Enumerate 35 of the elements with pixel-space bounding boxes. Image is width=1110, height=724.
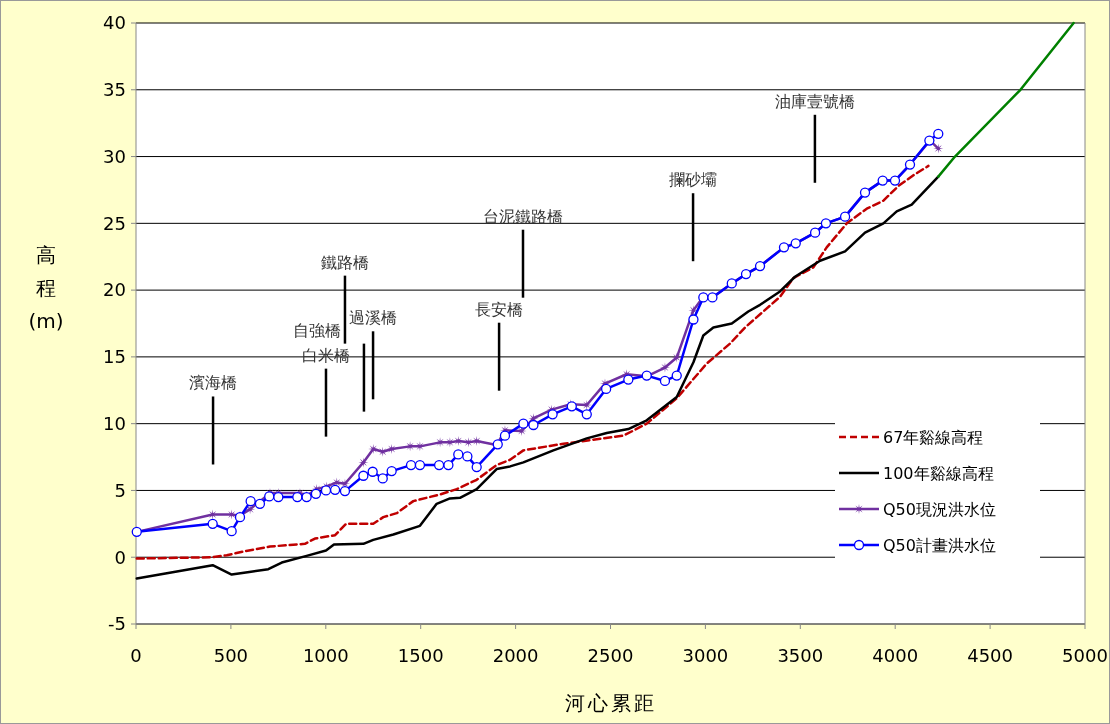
y-tick-label: 30 bbox=[103, 145, 126, 167]
y-tick-label: 0 bbox=[114, 546, 126, 568]
x-tick-label: 4500 bbox=[967, 645, 1014, 666]
x-tick-label: 4000 bbox=[872, 645, 919, 666]
y-tick-label: -5 bbox=[108, 613, 126, 635]
y-tick-label: 10 bbox=[103, 412, 126, 434]
y-tick-label: 15 bbox=[103, 346, 126, 368]
x-tick-label: 3000 bbox=[682, 645, 729, 666]
legend-label: 100年谿線高程 bbox=[883, 463, 994, 483]
ref-line-label: 鐵路橋 bbox=[320, 252, 369, 272]
y-axis-title: 高程(m) bbox=[28, 243, 64, 333]
x-tick-label: 1000 bbox=[302, 645, 349, 666]
x-axis-title: 河心累距 bbox=[564, 691, 657, 715]
x-tick-label: 2500 bbox=[587, 645, 634, 666]
y-tick-label: 25 bbox=[103, 212, 126, 234]
x-tick-label: 0 bbox=[130, 645, 142, 666]
y-tick-label: 35 bbox=[103, 79, 126, 101]
x-tick-label: 1500 bbox=[397, 645, 444, 666]
y-tick-label: 20 bbox=[103, 279, 126, 301]
ref-line-label: 台泥鐵路橋 bbox=[483, 206, 563, 226]
ref-line-label: 自強橋 bbox=[292, 320, 341, 340]
ref-line-label: 濱海橋 bbox=[189, 373, 238, 393]
y-tick-label: 5 bbox=[114, 479, 126, 501]
x-tick-label: 2000 bbox=[492, 645, 539, 666]
legend-label: Q50計畫洪水位 bbox=[883, 535, 996, 555]
x-tick-label: 3500 bbox=[777, 645, 824, 666]
legend-label: Q50現況洪水位 bbox=[883, 499, 996, 519]
ref-line-label: 油庫壹號橋 bbox=[774, 91, 855, 111]
ref-line-label: 長安橋 bbox=[475, 299, 524, 319]
x-tick-label: 5000 bbox=[1062, 645, 1108, 666]
ref-line-label: 過溪橋 bbox=[349, 308, 398, 328]
ref-line-label: 攔砂壩 bbox=[669, 170, 718, 190]
x-tick-label: 500 bbox=[213, 645, 249, 666]
y-tick-label: 40 bbox=[103, 12, 126, 34]
legend-label: 67年谿線高程 bbox=[883, 427, 984, 447]
